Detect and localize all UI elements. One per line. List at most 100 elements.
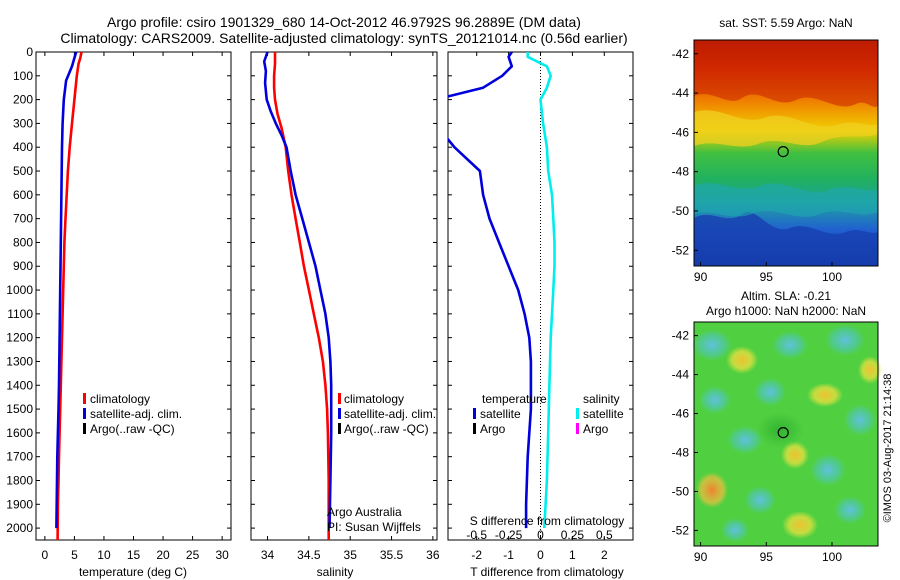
series-line-satellite-adj-clim- <box>262 52 333 529</box>
x-tick-label: 34.5 <box>297 548 321 562</box>
top-x-tick-label: -0.25 <box>495 528 523 542</box>
legend-swatch-satellite <box>338 408 341 419</box>
legend-label-temperature-argo: Argo <box>480 422 506 436</box>
sla-spot <box>858 356 882 384</box>
series-line-climatology <box>56 52 83 540</box>
map-x-tick-label: 100 <box>822 550 842 564</box>
map-y-tick-label: -50 <box>672 204 690 218</box>
sst-map-frame <box>693 39 879 267</box>
legend-swatch-salinity-argo <box>576 423 579 434</box>
depth-tick-label: 1100 <box>7 307 33 321</box>
legend-swatch-climatology <box>83 393 86 404</box>
temperature-depth-axis: 0 100 200 300 400 500 600 700 800 900 1000 1100 1200… <box>6 45 231 535</box>
depth-tick-label: 300 <box>13 116 33 130</box>
x-tick-label: 15 <box>127 548 141 562</box>
legend-swatch-temperature-satellite <box>473 408 476 419</box>
depth-tick-label: 0 <box>26 45 33 59</box>
salinity-lines <box>262 52 333 540</box>
x-tick-label: 0 <box>537 548 544 562</box>
salinity-annotation-line1: Argo Australia <box>327 505 402 519</box>
depth-tick-label: 1400 <box>6 378 33 392</box>
map-y-tick-label: -50 <box>672 484 690 498</box>
sla-spot <box>825 324 865 356</box>
depth-tick-label: 1900 <box>6 497 33 511</box>
map-y-tick-label: -52 <box>672 523 690 537</box>
map-y-tick-label: -48 <box>672 165 690 179</box>
depth-tick-label: 1500 <box>6 402 33 416</box>
depth-tick-label: 1300 <box>6 354 33 368</box>
depth-tick-label: 900 <box>13 259 33 273</box>
sst-map-axes: 90 95 100 -42 -44 -46 -48 -50 -52 <box>672 47 843 284</box>
legend-swatch-climatology <box>338 393 341 404</box>
salinity-annotation-line2: PI: Susan Wijffels <box>327 520 421 534</box>
temperature-panel: 0100200300400500600700800900100011001200… <box>6 45 232 579</box>
sla-spot <box>754 378 786 406</box>
depth-tick-label: 600 <box>13 188 33 202</box>
legend-label-salinity-satellite: satellite <box>583 407 624 421</box>
salinity-panel: 34 34.5 35 35.5 36 salinity climatology sate… <box>250 51 440 579</box>
difference-lines <box>448 52 556 540</box>
sst-warm-front <box>694 40 878 107</box>
top-x-tick-label: 0.25 <box>561 528 585 542</box>
argo-float-marker <box>777 427 789 439</box>
legend-swatch-argo <box>83 423 86 434</box>
sla-spot <box>844 404 876 436</box>
salinity-plot-frame <box>250 51 438 541</box>
sla-spot <box>807 383 843 407</box>
x-tick-label: 25 <box>186 548 200 562</box>
argo-float-marker <box>777 146 789 158</box>
sla-spot <box>721 518 749 542</box>
x-tick-label: 5 <box>71 548 78 562</box>
sst-map-image <box>694 40 878 266</box>
depth-tick-label: 1000 <box>6 283 33 297</box>
sla-map-subtitle: Argo h1000: NaN h2000: NaN <box>706 304 866 318</box>
map-y-tick-label: -44 <box>672 86 690 100</box>
temperature-legend: climatology satellite-adj. clim. Argo(..… <box>83 392 182 436</box>
figure-title-line1: Argo profile: csiro 1901329_680 14-Oct-2… <box>107 14 581 30</box>
map-y-tick-label: -46 <box>672 125 690 139</box>
legend-label-climatology: climatology <box>344 392 404 406</box>
series-line-temperature-satellite <box>448 52 533 529</box>
sla-spot <box>781 441 809 469</box>
map-y-tick-label: -42 <box>672 47 690 61</box>
sla-map-image <box>692 322 882 546</box>
legend-label-temperature-satellite: satellite <box>480 407 521 421</box>
map-y-tick-label: -44 <box>672 368 690 382</box>
temperature-plot-frame <box>35 51 232 541</box>
difference-xlabel: T difference from climatology <box>470 565 624 579</box>
sla-spot <box>699 386 731 414</box>
legend-swatch-argo <box>338 423 341 434</box>
sla-spot <box>726 346 758 374</box>
depth-tick-label: 1700 <box>6 450 33 464</box>
sla-map-frame <box>693 321 879 547</box>
imos-credit: ©IMOS 03-Aug-2017 21:14:38 <box>882 374 894 523</box>
depth-tick-label: 1200 <box>6 331 33 345</box>
legend-label-argo: Argo(..raw -QC) <box>344 422 429 436</box>
legend-swatch-satellite <box>83 408 86 419</box>
difference-salinity-legend: salinity satellite Argo <box>576 392 624 436</box>
legend-label-satellite: satellite-adj. clim. <box>344 407 436 421</box>
depth-tick-label: 1600 <box>6 426 33 440</box>
temperature-lines <box>55 52 83 540</box>
salinity-y-ticks <box>251 51 437 529</box>
sla-map-axes: 90 95 100 -42 -44 -46 -48 -50 -52 <box>672 329 843 564</box>
sst-cold-tongue <box>694 212 878 266</box>
legend-label-argo: Argo(..raw -QC) <box>90 422 175 436</box>
series-line-satellite-adj-clim- <box>55 52 78 529</box>
sla-map-panel: Altim. SLA: -0.21 Argo h1000: NaN h2000:… <box>672 289 882 564</box>
depth-tick-label: 2000 <box>6 521 33 535</box>
legend-label-satellite: satellite-adj. clim. <box>90 407 182 421</box>
sst-cyan-band <box>694 183 878 217</box>
x-tick-label: 35 <box>344 548 358 562</box>
depth-tick-label: 500 <box>13 164 33 178</box>
series-line-climatology <box>272 52 331 540</box>
depth-tick-label: 1800 <box>6 473 33 487</box>
map-y-tick-label: -52 <box>672 243 690 257</box>
map-x-tick-label: 90 <box>694 550 708 564</box>
map-x-tick-label: 95 <box>760 550 774 564</box>
legend-label-climatology: climatology <box>90 392 150 406</box>
depth-tick-label: 100 <box>13 69 33 83</box>
x-tick-label: 2 <box>601 548 608 562</box>
